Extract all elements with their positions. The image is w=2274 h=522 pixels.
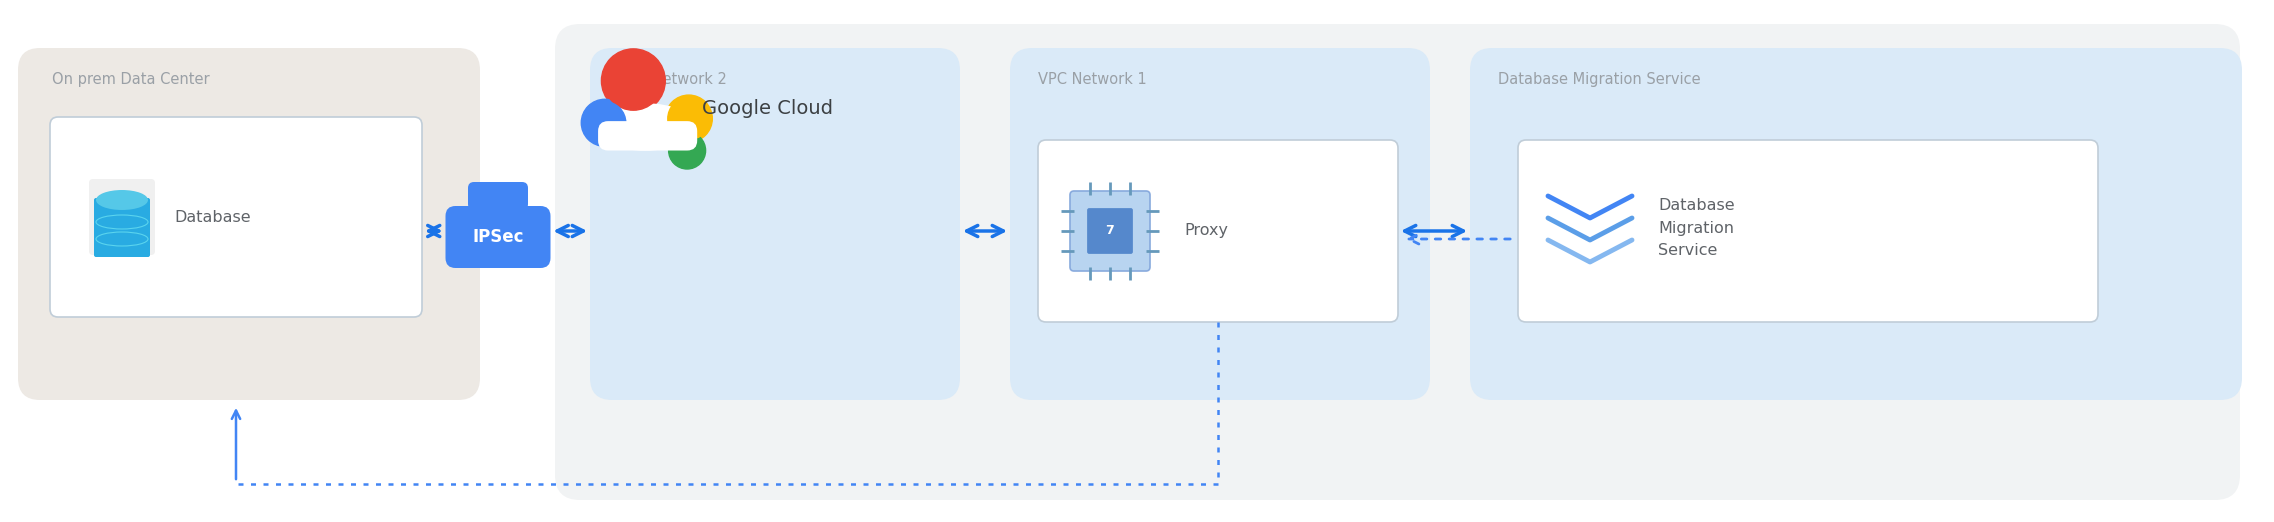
Text: IPSec: IPSec: [473, 228, 523, 246]
Text: Database Migration Service: Database Migration Service: [1499, 72, 1701, 87]
FancyBboxPatch shape: [89, 179, 155, 255]
Text: 7: 7: [1105, 224, 1114, 238]
FancyBboxPatch shape: [18, 48, 480, 400]
FancyBboxPatch shape: [598, 121, 698, 150]
FancyBboxPatch shape: [1071, 191, 1151, 271]
FancyBboxPatch shape: [446, 206, 550, 268]
Text: Google Cloud: Google Cloud: [703, 100, 832, 118]
FancyBboxPatch shape: [1087, 208, 1132, 254]
Text: VPC Network 1: VPC Network 1: [1037, 72, 1146, 87]
Ellipse shape: [596, 104, 696, 150]
FancyBboxPatch shape: [1037, 140, 1399, 322]
FancyBboxPatch shape: [555, 24, 2240, 500]
Circle shape: [669, 132, 705, 169]
Text: Proxy: Proxy: [1185, 223, 1228, 239]
Ellipse shape: [96, 232, 148, 246]
Text: Database
Migration
Service: Database Migration Service: [1658, 198, 1735, 258]
FancyBboxPatch shape: [589, 48, 960, 400]
Circle shape: [582, 99, 628, 146]
Circle shape: [669, 98, 709, 139]
Ellipse shape: [96, 190, 148, 210]
Circle shape: [605, 51, 662, 110]
FancyBboxPatch shape: [1519, 140, 2099, 322]
Text: On prem Data Center: On prem Data Center: [52, 72, 209, 87]
Circle shape: [584, 102, 625, 144]
Circle shape: [600, 49, 666, 113]
FancyBboxPatch shape: [50, 117, 423, 317]
Text: Database: Database: [175, 209, 250, 224]
Circle shape: [666, 95, 712, 142]
Ellipse shape: [96, 215, 148, 229]
FancyBboxPatch shape: [1010, 48, 1430, 400]
FancyBboxPatch shape: [93, 198, 150, 257]
Circle shape: [673, 135, 703, 165]
FancyBboxPatch shape: [468, 182, 528, 210]
Text: VPC Network 2: VPC Network 2: [619, 72, 728, 87]
FancyBboxPatch shape: [1469, 48, 2242, 400]
